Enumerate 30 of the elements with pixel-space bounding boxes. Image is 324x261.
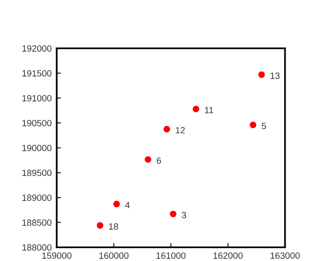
y-tick-label: 188500 (22, 219, 52, 226)
x-tick-label: 162000 (214, 252, 243, 259)
y-tick-label: 190500 (22, 120, 52, 126)
annotation: 11 (204, 106, 214, 114)
y-tick-label: 189000 (22, 194, 52, 201)
y-tick-label: 189500 (22, 170, 52, 176)
point (113, 200, 120, 208)
annotation: 4 (125, 202, 130, 208)
annotation: 3 (182, 212, 186, 218)
annotation: 13 (270, 72, 280, 79)
point (250, 122, 256, 128)
annotation: 6 (156, 157, 161, 164)
x-tick-label: 159000 (42, 252, 72, 259)
annotation: 5 (262, 122, 266, 130)
point (144, 156, 152, 163)
point (258, 71, 265, 78)
point (164, 126, 170, 132)
y-tick-label: 190000 (22, 144, 52, 152)
y-tick-label: 188000 (22, 244, 52, 251)
point (170, 210, 176, 218)
y-tick-label: 192000 (22, 45, 52, 52)
y-tick-label: 191500 (22, 70, 52, 77)
annotation: 18 (109, 223, 118, 230)
point (96, 222, 104, 229)
point (192, 106, 200, 112)
x-tick-label: 163000 (270, 252, 300, 259)
x-tick-label: 160000 (99, 252, 128, 259)
annotation: 12 (176, 127, 185, 134)
y-tick-label: 191000 (22, 95, 52, 102)
x-tick-label: 161000 (156, 252, 186, 259)
